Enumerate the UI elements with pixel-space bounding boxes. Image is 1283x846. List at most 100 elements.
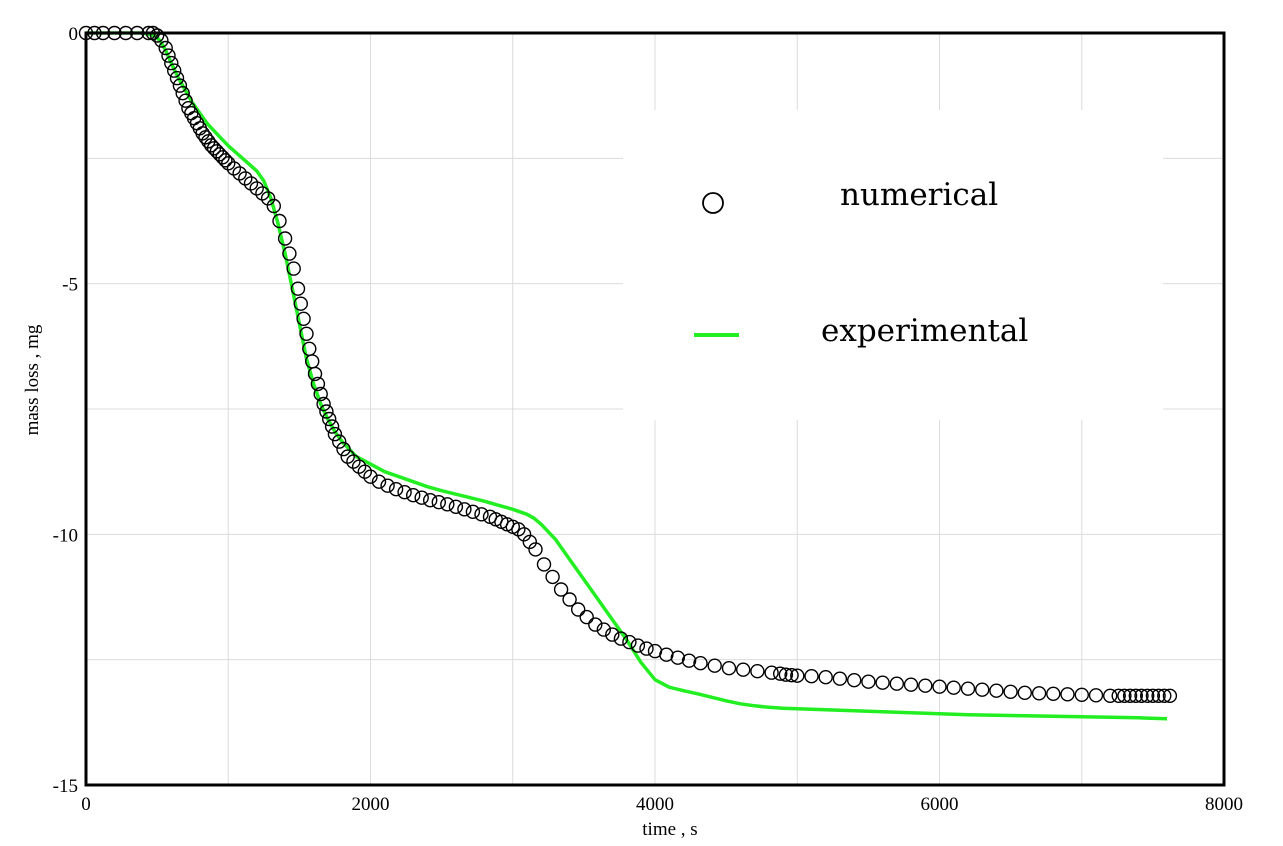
numerical-point — [1122, 688, 1138, 703]
numerical-point — [579, 609, 594, 625]
numerical-point — [670, 650, 685, 665]
numerical-point — [707, 658, 722, 673]
numerical-point — [818, 670, 833, 685]
numerical-point — [1111, 688, 1126, 703]
numerical-point — [1134, 688, 1149, 703]
numerical-point — [243, 176, 259, 191]
numerical-point — [889, 676, 904, 691]
numerical-point — [181, 100, 196, 116]
legend: numerical experimental — [694, 177, 1028, 349]
numerical-point — [975, 682, 990, 697]
numerical-point — [406, 488, 421, 503]
numerical-point — [1060, 687, 1075, 702]
numerical-point — [903, 677, 919, 692]
numerical-point — [847, 673, 862, 688]
numerical-point — [299, 326, 314, 341]
numerical-point — [1003, 684, 1018, 699]
numerical-point — [249, 181, 264, 196]
numerical-point — [457, 502, 472, 517]
numerical-point — [423, 493, 438, 508]
numerical-point — [232, 166, 247, 181]
numerical-point — [332, 434, 347, 449]
numerical-point — [516, 527, 532, 542]
experimental-line — [86, 31, 1168, 721]
numerical-point — [178, 93, 193, 108]
numerical-point — [164, 55, 179, 71]
y-tick-label: -5 — [62, 275, 78, 296]
numerical-point — [296, 311, 311, 326]
y-tick-label: -15 — [53, 776, 78, 797]
numerical-point — [322, 411, 337, 427]
numerical-point — [861, 674, 876, 689]
x-tick-label: 8000 — [1205, 794, 1243, 815]
numerical-point — [778, 667, 794, 682]
numerical-point — [605, 627, 620, 642]
x-tick-label: 2000 — [352, 794, 390, 815]
y-tick-label: 0 — [69, 24, 79, 45]
numerical-point — [918, 678, 933, 693]
numerical-point — [571, 602, 586, 617]
numerical-point — [293, 296, 308, 311]
numerical-point — [630, 638, 646, 653]
numerical-point — [989, 683, 1004, 698]
numerical-point — [545, 569, 560, 585]
numerical-point — [351, 459, 367, 474]
numerical-point — [736, 662, 751, 677]
numerical-point — [1102, 688, 1118, 703]
numerical-point — [226, 161, 242, 176]
numerical-point — [184, 105, 199, 121]
numerical-point — [528, 542, 543, 557]
numerical-point — [336, 441, 351, 457]
numerical-point — [1046, 686, 1061, 701]
numerical-point — [307, 366, 323, 382]
numerical-point — [596, 622, 611, 637]
numerical-point — [1151, 688, 1166, 703]
y-axis-title: mass loss , mg — [22, 324, 43, 435]
numerical-point — [832, 671, 848, 686]
axis-ticks: 0 2000 4000 6000 8000 0 -5 -10 -15 — [53, 24, 1243, 815]
numerical-point — [522, 534, 537, 550]
numerical-point — [149, 28, 165, 43]
numerical-point — [319, 404, 334, 419]
x-axis-title: time , s — [642, 819, 697, 840]
numerical-point — [316, 396, 331, 412]
numerical-point — [310, 376, 326, 392]
numerical-point — [750, 664, 765, 679]
numerical-point — [1128, 688, 1144, 703]
numerical-point — [255, 186, 270, 201]
numerical-point — [218, 153, 233, 168]
numerical-point — [440, 497, 455, 512]
numerical-point — [340, 449, 355, 464]
numerical-point — [721, 661, 737, 676]
numerical-point — [588, 617, 603, 632]
numerical-point — [346, 454, 361, 469]
numerical-point — [1074, 687, 1090, 702]
numerical-point — [397, 485, 412, 500]
numerical-point — [290, 281, 306, 296]
x-tick-label: 0 — [81, 794, 91, 815]
numerical-point — [764, 665, 779, 680]
numerical-point — [221, 156, 236, 171]
numerical-point — [536, 557, 552, 572]
numerical-point — [282, 246, 297, 261]
numerical-point — [681, 653, 697, 668]
numerical-point — [613, 631, 629, 646]
numerical-point — [1145, 688, 1161, 703]
numerical-point — [431, 495, 446, 510]
numerical-point — [790, 668, 805, 683]
numerical-point — [172, 78, 188, 93]
legend-numerical-marker — [702, 192, 724, 214]
numerical-point — [286, 261, 301, 276]
numerical-point — [622, 634, 637, 650]
numerical-point — [946, 680, 961, 695]
numerical-point — [266, 198, 281, 214]
numerical-point — [465, 504, 481, 519]
numerical-point — [414, 490, 429, 505]
numerical-point — [639, 641, 654, 656]
x-tick-label: 6000 — [921, 794, 959, 815]
numerical-point — [272, 213, 287, 229]
legend-box — [623, 110, 1163, 420]
numerical-point — [277, 231, 293, 246]
